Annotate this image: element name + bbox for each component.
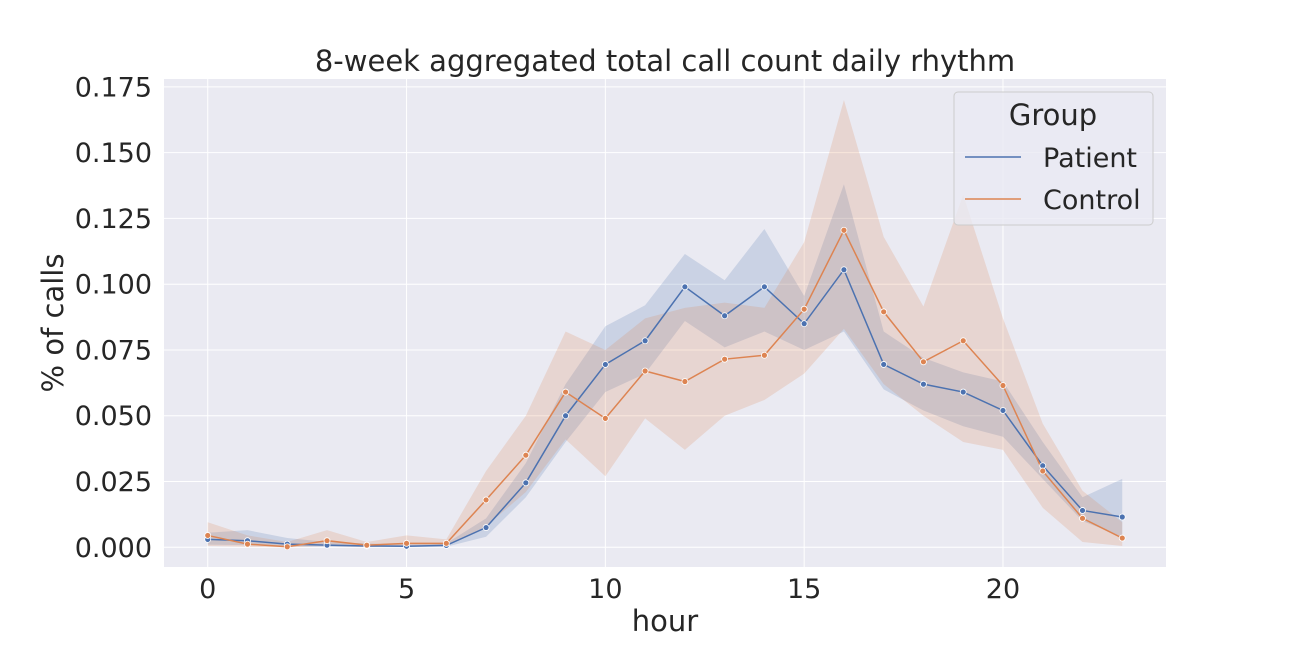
data-point-control — [840, 226, 848, 234]
x-tick-label: 5 — [398, 574, 415, 605]
chart-title: 8-week aggregated total call count daily… — [315, 44, 1015, 78]
y-tick-label: 0.075 — [75, 335, 152, 366]
y-tick-label: 0.000 — [75, 533, 152, 564]
x-tick-label: 10 — [588, 574, 622, 605]
data-point-control — [244, 540, 251, 548]
data-point-control — [1039, 467, 1047, 475]
data-point-control — [283, 543, 291, 551]
data-point-patient — [959, 388, 967, 396]
data-point-patient — [601, 361, 609, 368]
data-point-patient — [1079, 507, 1086, 514]
data-point-patient — [920, 380, 927, 388]
data-point-control — [601, 414, 609, 422]
data-point-control — [761, 351, 768, 359]
y-tick-label: 0.175 — [75, 72, 152, 103]
data-point-patient — [1118, 513, 1126, 521]
data-point-control — [363, 541, 371, 549]
data-point-control — [204, 532, 212, 539]
data-point-patient — [800, 320, 808, 328]
series-lines — [207, 228, 1123, 548]
data-point-control — [1079, 514, 1086, 522]
data-point-patient — [761, 283, 768, 291]
x-axis-ticks: 0 5 10 15 20 — [199, 574, 1020, 605]
legend-label-control: Control — [1043, 185, 1141, 216]
x-tick-label: 0 — [199, 574, 216, 605]
data-point-control — [562, 388, 569, 396]
y-tick-label: 0.050 — [75, 401, 152, 432]
data-point-control — [920, 358, 927, 366]
series-line-patient — [207, 268, 1123, 547]
y-tick-label: 0.025 — [75, 467, 152, 498]
x-tick-label: 15 — [787, 574, 821, 605]
data-point-patient — [999, 407, 1007, 414]
series-markers — [204, 226, 1126, 551]
x-axis-label: hour — [632, 604, 699, 638]
series-line-control — [207, 228, 1123, 548]
legend-box — [953, 91, 1154, 226]
data-point-patient — [681, 283, 689, 291]
data-point-control — [482, 496, 490, 504]
y-tick-label: 0.125 — [75, 204, 152, 235]
data-point-patient — [880, 361, 888, 368]
data-point-control — [999, 382, 1007, 389]
data-point-control — [959, 337, 967, 345]
y-axis-ticks: 0.000 0.025 0.050 0.075 0.100 0.125 0.150 0.175 — [75, 72, 152, 563]
data-point-control — [721, 355, 729, 363]
ci-band-control — [207, 100, 1123, 548]
data-point-patient — [840, 266, 848, 274]
y-axis-label: % of calls — [36, 254, 70, 393]
y-tick-label: 0.100 — [75, 270, 152, 301]
data-point-patient — [641, 337, 649, 345]
y-tick-label: 0.150 — [75, 138, 152, 169]
data-point-control — [1118, 534, 1126, 542]
data-point-control — [800, 305, 808, 313]
data-point-control — [323, 537, 331, 545]
data-point-control — [880, 308, 888, 316]
data-point-patient — [522, 479, 530, 487]
x-tick-label: 20 — [986, 574, 1020, 605]
legend-title: Group — [1009, 98, 1097, 132]
data-point-patient — [721, 312, 729, 320]
data-point-control — [442, 539, 450, 547]
data-point-patient — [482, 524, 490, 531]
data-point-control — [522, 451, 530, 459]
ci-band-patient — [207, 184, 1123, 548]
confidence-bands — [207, 100, 1123, 548]
data-point-control — [403, 539, 410, 547]
legend-label-patient: Patient — [1043, 143, 1137, 174]
data-point-control — [641, 367, 649, 375]
data-point-control — [681, 378, 689, 385]
data-point-patient — [562, 412, 569, 420]
legend: Group Patient Control — [953, 91, 1154, 226]
